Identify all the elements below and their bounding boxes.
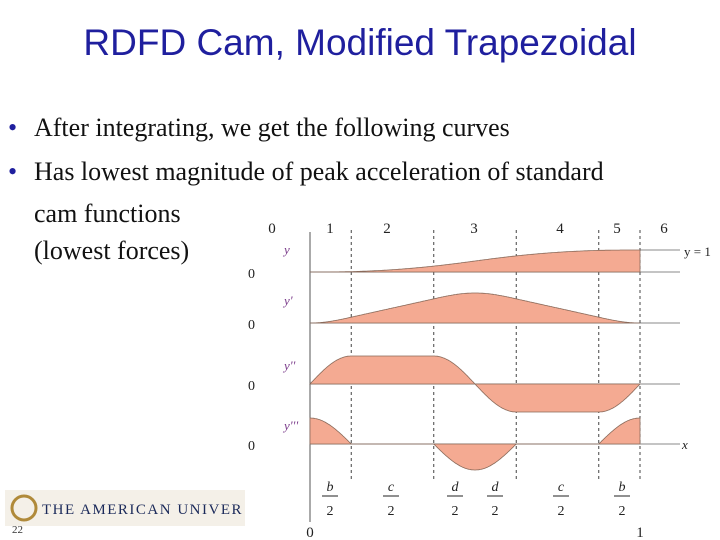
curve-area: [310, 249, 641, 273]
fraction-num: b: [327, 480, 334, 495]
curve-label: y'': [282, 358, 296, 373]
zone-label: 5: [613, 221, 621, 237]
curve-label: y: [282, 242, 290, 257]
zone-label: 4: [556, 221, 564, 237]
fraction-num: c: [558, 480, 565, 495]
curve-area: [309, 417, 641, 471]
fraction-num: c: [388, 480, 395, 495]
note: (lowest forces): [34, 236, 190, 265]
x-label: x: [681, 437, 688, 452]
curve-label: y': [282, 293, 293, 308]
fraction-den: 2: [452, 504, 459, 519]
zero-label: 0: [248, 379, 255, 394]
zone-label: 0: [268, 221, 276, 237]
logo-emblem: [10, 494, 38, 522]
fraction-num: d: [452, 480, 460, 495]
zero-label: 0: [248, 318, 255, 333]
logo-box: [5, 490, 245, 526]
end-label: y = 1: [684, 244, 711, 259]
logo-text: THE AMERICAN UNIVER: [42, 502, 243, 518]
curve-area: [309, 355, 641, 413]
fraction-num: d: [492, 480, 500, 495]
curve-area: [310, 292, 640, 324]
bottom-label: 1: [636, 525, 644, 540]
fraction-den: 2: [388, 504, 395, 519]
zone-label: 1: [326, 221, 334, 237]
bottom-label: 0: [306, 525, 314, 540]
zone-label: 3: [470, 221, 478, 237]
slide-number: 22: [12, 524, 23, 536]
bullet: After integrating, we get the following …: [8, 107, 644, 149]
curve-label: y''': [282, 418, 298, 433]
slide-title: RDFD Cam, Modified Trapezoidal: [83, 22, 637, 63]
zone-label: 6: [660, 221, 668, 237]
fraction-den: 2: [619, 504, 626, 519]
fraction-num: b: [619, 480, 626, 495]
fraction-den: 2: [327, 504, 334, 519]
zero-label: 0: [248, 439, 255, 454]
fraction-den: 2: [558, 504, 565, 519]
fraction-den: 2: [492, 504, 499, 519]
zone-label: 2: [383, 221, 391, 237]
zero-label: 0: [248, 267, 255, 282]
bullet: Has lowest magnitude of peak acceleratio…: [8, 151, 644, 235]
